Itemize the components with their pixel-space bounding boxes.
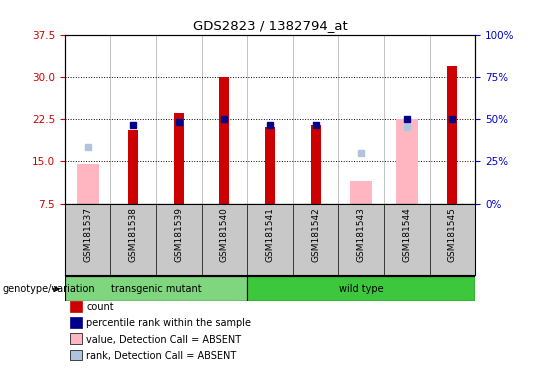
Bar [219, 77, 230, 204]
Text: transgenic mutant: transgenic mutant [111, 284, 201, 294]
Text: GSM181540: GSM181540 [220, 207, 229, 262]
Bar [350, 181, 372, 204]
Title: GDS2823 / 1382794_at: GDS2823 / 1382794_at [193, 19, 347, 32]
Bar [77, 164, 99, 204]
Text: GSM181537: GSM181537 [83, 207, 92, 262]
Text: GSM181543: GSM181543 [357, 207, 366, 262]
Bar [447, 66, 457, 204]
Text: rank, Detection Call = ABSENT: rank, Detection Call = ABSENT [86, 351, 237, 361]
Bar [247, 276, 475, 301]
Text: GSM181541: GSM181541 [266, 207, 274, 262]
Text: percentile rank within the sample: percentile rank within the sample [86, 318, 252, 328]
Text: genotype/variation: genotype/variation [3, 284, 96, 294]
Text: GSM181542: GSM181542 [311, 207, 320, 262]
Bar [265, 127, 275, 204]
Text: GSM181538: GSM181538 [129, 207, 138, 262]
Text: count: count [86, 302, 114, 312]
Bar [174, 113, 184, 204]
Text: GSM181544: GSM181544 [402, 207, 411, 262]
Bar [65, 276, 247, 301]
Bar [310, 125, 321, 204]
Bar [396, 119, 418, 204]
Text: GSM181545: GSM181545 [448, 207, 457, 262]
Text: value, Detection Call = ABSENT: value, Detection Call = ABSENT [86, 334, 241, 344]
Text: GSM181539: GSM181539 [174, 207, 183, 262]
Text: wild type: wild type [339, 284, 383, 294]
Bar [128, 130, 138, 204]
